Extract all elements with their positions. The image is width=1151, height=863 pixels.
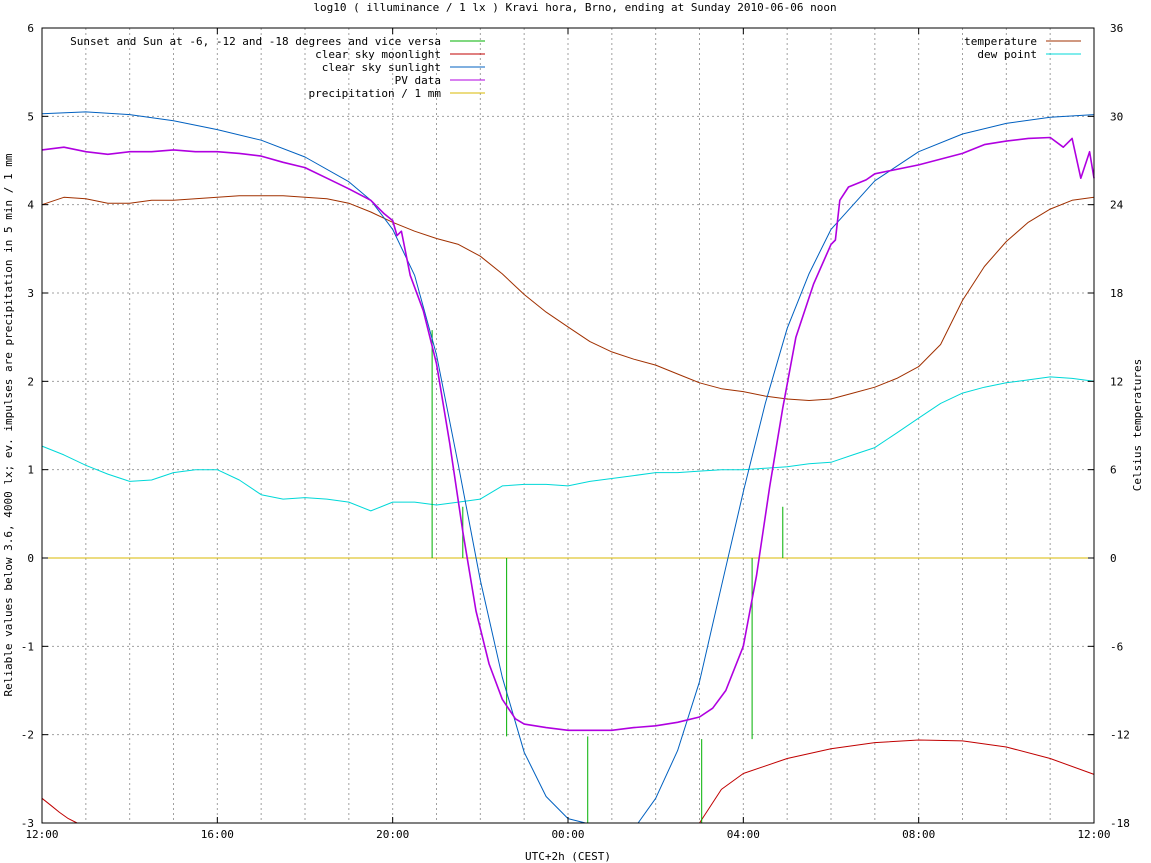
legend-left: Sunset and Sun at -6, -12 and -18 degree…: [70, 35, 485, 100]
legend-label: dew point: [977, 48, 1037, 61]
y-tick-label: -2: [21, 729, 34, 742]
y-tick-label: 3: [27, 287, 34, 300]
legend-label: precipitation / 1 mm: [309, 87, 442, 100]
legend-label: Sunset and Sun at -6, -12 and -18 degree…: [70, 35, 441, 48]
y-tick-label: 6: [27, 22, 34, 35]
series: [41, 111, 1095, 824]
y2-tick-label: 30: [1110, 110, 1123, 123]
y2-tick-label: 18: [1110, 287, 1123, 300]
y2-tick-label: -12: [1110, 729, 1130, 742]
y-tick-label: 1: [27, 464, 34, 477]
y-axis-label: Reliable values below 3.6, 4000 lx; ev. …: [2, 153, 15, 696]
y-tick-label: 2: [27, 375, 34, 388]
x-tick-label: 08:00: [902, 828, 935, 841]
x-tick-label: 20:00: [376, 828, 409, 841]
series-line-dew-point: [41, 376, 1095, 512]
legend-label: PV data: [395, 74, 441, 87]
series-line-temperature: [41, 195, 1095, 401]
legend-label: temperature: [964, 35, 1037, 48]
legend-label: clear sky sunlight: [322, 61, 441, 74]
legend-label: clear sky moonlight: [315, 48, 441, 61]
x-tick-label: 04:00: [727, 828, 760, 841]
y-tick-label: -1: [21, 640, 34, 653]
y2-tick-label: 6: [1110, 464, 1117, 477]
x-tick-label: 00:00: [551, 828, 584, 841]
x-tick-label: 12:00: [1077, 828, 1110, 841]
series-line-pv-data: [41, 136, 1095, 732]
y-tick-label: 4: [27, 199, 34, 212]
y2-axis-label: Celsius temperatures: [1131, 359, 1144, 491]
series-line-clear-sky-moonlight: [41, 739, 1095, 824]
y2-tick-label: -18: [1110, 817, 1130, 830]
y-tick-label: 0: [27, 552, 34, 565]
y2-tick-label: 24: [1110, 199, 1124, 212]
x-tick-label: 16:00: [201, 828, 234, 841]
x-tick-label: 12:00: [25, 828, 58, 841]
y2-tick-label: -6: [1110, 640, 1123, 653]
y2-tick-label: 36: [1110, 22, 1123, 35]
chart-title: log10 ( illuminance / 1 lx ) Kravi hora,…: [313, 1, 836, 14]
y2-tick-label: 12: [1110, 375, 1123, 388]
y2-tick-label: 0: [1110, 552, 1117, 565]
axis-ticks: 12:00 16:00 20:00 00:00 04:00 08:00 12:00-3-2-…: [21, 22, 1130, 841]
y-tick-label: 5: [27, 110, 34, 123]
x-axis-label: UTC+2h (CEST): [525, 850, 611, 863]
grid: [42, 28, 1094, 823]
y-tick-label: -3: [21, 817, 34, 830]
